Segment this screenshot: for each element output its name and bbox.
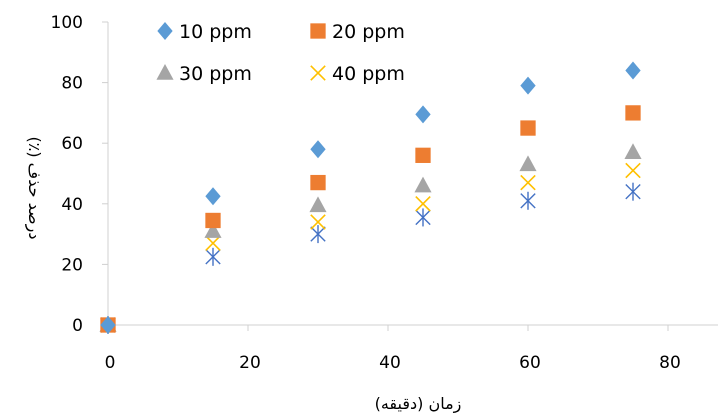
series-20-ppm <box>100 105 641 333</box>
x-tick-label: 60 <box>519 353 541 373</box>
data-point <box>520 174 536 191</box>
chart-marks <box>99 61 642 334</box>
legend-item: 10 ppm <box>157 21 252 43</box>
x-tick-label: 40 <box>379 353 401 373</box>
x-tick-label: 0 <box>105 353 116 373</box>
y-tick-label: 100 <box>51 13 83 33</box>
data-point <box>310 174 326 191</box>
data-point <box>519 155 537 172</box>
data-point <box>520 120 536 136</box>
data-point <box>415 105 431 124</box>
legend-marker-icon <box>156 64 174 80</box>
legend: 10 ppm 20 ppm 30 ppm 40 ppm <box>156 21 405 85</box>
x-tick-label: 80 <box>659 353 681 373</box>
series-40-ppm <box>100 162 641 333</box>
data-point <box>310 225 326 244</box>
y-axis-title: درصد حذف (٪) <box>24 137 44 240</box>
legend-item: 30 ppm <box>156 63 252 85</box>
y-axis-ticks: 0 20 40 60 80 100 <box>51 13 108 336</box>
data-point <box>309 196 327 213</box>
legend-label: 10 ppm <box>179 21 252 43</box>
legend-label: 30 ppm <box>179 63 252 85</box>
legend-item: 20 ppm <box>310 21 405 43</box>
x-tick-label: 20 <box>239 353 261 373</box>
data-point <box>205 187 221 206</box>
legend-marker-icon <box>157 22 173 40</box>
data-point <box>520 76 536 95</box>
data-point <box>415 208 431 227</box>
data-point <box>310 140 326 159</box>
legend-label: 20 ppm <box>332 21 405 43</box>
y-tick-label: 80 <box>61 74 83 94</box>
data-point <box>310 214 326 230</box>
data-point <box>520 191 536 210</box>
legend-marker-icon <box>310 23 326 39</box>
legend-marker-icon <box>310 65 326 81</box>
legend-item: 40 ppm <box>310 63 405 85</box>
y-tick-label: 20 <box>61 255 83 275</box>
data-point <box>205 235 221 251</box>
data-point <box>415 196 431 212</box>
y-tick-label: 0 <box>72 316 83 336</box>
data-point <box>415 147 431 163</box>
data-point <box>205 247 221 266</box>
data-point <box>205 212 221 229</box>
series-30-ppm <box>99 143 642 332</box>
legend-label: 40 ppm <box>332 63 405 85</box>
series-unlabeled <box>100 182 641 334</box>
data-point <box>414 176 432 193</box>
data-point <box>625 105 641 121</box>
series-10-ppm <box>100 61 641 334</box>
data-point <box>625 162 641 179</box>
y-tick-label: 40 <box>61 195 83 215</box>
x-axis-ticks: 0 20 40 60 80 <box>105 325 681 373</box>
data-point <box>625 182 641 201</box>
data-point <box>204 222 222 238</box>
data-point <box>625 61 641 80</box>
data-point <box>624 143 642 160</box>
x-axis-title: زمان (دقیقه) <box>375 394 462 414</box>
y-tick-label: 60 <box>61 134 83 154</box>
data-point <box>100 316 116 334</box>
